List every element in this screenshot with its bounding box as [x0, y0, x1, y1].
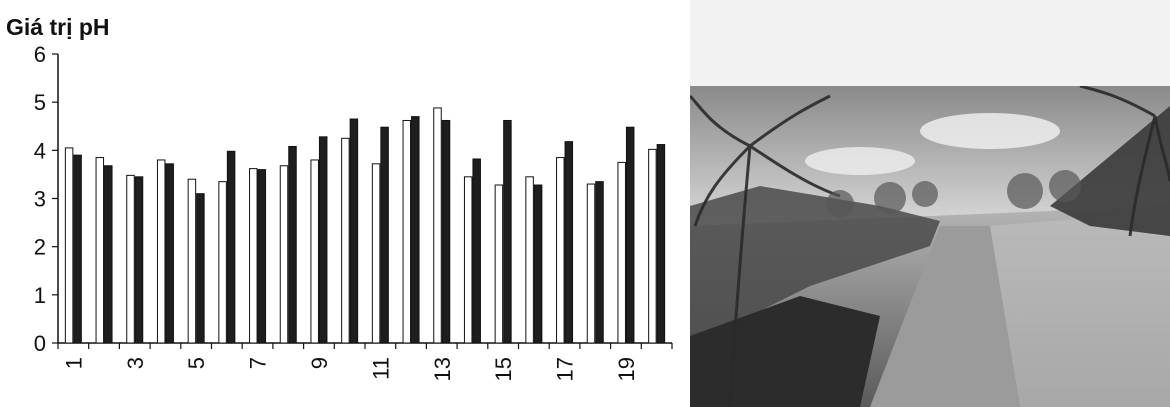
photo-image — [690, 86, 1170, 407]
x-tick-label: 5 — [184, 357, 209, 369]
bar-series-1-18 — [586, 183, 596, 344]
y-tick-label: 6 — [34, 42, 46, 67]
bar-series-2-11 — [380, 126, 389, 344]
bar-series-1-3 — [126, 174, 135, 344]
bar-series-2-1 — [73, 154, 82, 344]
bar-series-1-20 — [648, 148, 657, 344]
bar-series-1-14 — [463, 176, 473, 344]
bar-series-1-8 — [279, 165, 289, 344]
x-tick-labels: 1 3 5 7 9 11 13 15 17 19 — [57, 343, 673, 381]
bar-series-1-11 — [371, 163, 381, 344]
bar-series-1-7 — [249, 168, 258, 344]
y-tick-label: 1 — [34, 283, 46, 308]
y-tick-label: 4 — [34, 138, 46, 163]
bar-series-1-19 — [617, 161, 626, 344]
bar-series-1-13 — [433, 107, 442, 344]
bar-series-2-15 — [503, 119, 512, 344]
x-tick-label: 7 — [246, 357, 271, 369]
bar-series-2-8 — [288, 145, 297, 344]
bar-series-2-18 — [595, 181, 604, 344]
bar-series-2-16 — [533, 184, 543, 344]
bar-series-2-12 — [411, 116, 420, 344]
bar-series-2-7 — [257, 169, 267, 344]
bar-series-2-4 — [165, 163, 174, 344]
x-tick-label: 19 — [614, 357, 639, 381]
bar-series-1-10 — [341, 137, 350, 344]
bar-series-2-10 — [349, 118, 359, 344]
x-tick-label: 3 — [123, 357, 148, 369]
bar-series-1-17 — [556, 157, 565, 344]
chart-title: Giá trị pH — [6, 14, 110, 40]
bar-series-2-3 — [134, 176, 144, 344]
bar-series-2-19 — [625, 126, 635, 344]
bar-series-2-13 — [441, 119, 451, 344]
bar-series-2-17 — [564, 141, 574, 344]
bar-series-1-1 — [64, 147, 74, 344]
x-tick-label: 17 — [553, 357, 578, 381]
bar-series-1-15 — [494, 184, 504, 344]
coconut-field-photo — [690, 86, 1170, 407]
bar-series-2-14 — [472, 158, 481, 344]
bar-series-1-12 — [402, 119, 412, 344]
bar-series-1-2 — [95, 157, 105, 344]
bar-series-2-9 — [318, 136, 328, 344]
bars — [64, 107, 666, 344]
bar-series-1-5 — [187, 178, 197, 344]
bar-series-1-9 — [310, 159, 319, 344]
x-tick-label: 13 — [430, 357, 455, 381]
bar-series-1-4 — [156, 159, 166, 344]
y-tick-label: 3 — [34, 187, 46, 212]
x-tick-label: 11 — [368, 357, 393, 380]
bar-series-2-6 — [226, 150, 236, 344]
bar-series-1-16 — [525, 176, 534, 344]
y-tick-labels: 0 1 2 3 4 5 6 — [34, 42, 58, 356]
y-tick-label: 5 — [34, 90, 46, 115]
axes — [57, 54, 672, 344]
x-tick-label: 9 — [307, 357, 332, 369]
y-tick-label: 2 — [34, 235, 46, 260]
x-tick-label: 1 — [61, 357, 86, 369]
bar-series-2-5 — [196, 193, 205, 344]
x-tick-label: 15 — [491, 357, 516, 381]
bar-series-1-6 — [218, 181, 227, 344]
bar-series-2-2 — [104, 165, 113, 344]
bar-series-2-20 — [656, 144, 666, 344]
y-tick-label: 0 — [34, 331, 46, 356]
